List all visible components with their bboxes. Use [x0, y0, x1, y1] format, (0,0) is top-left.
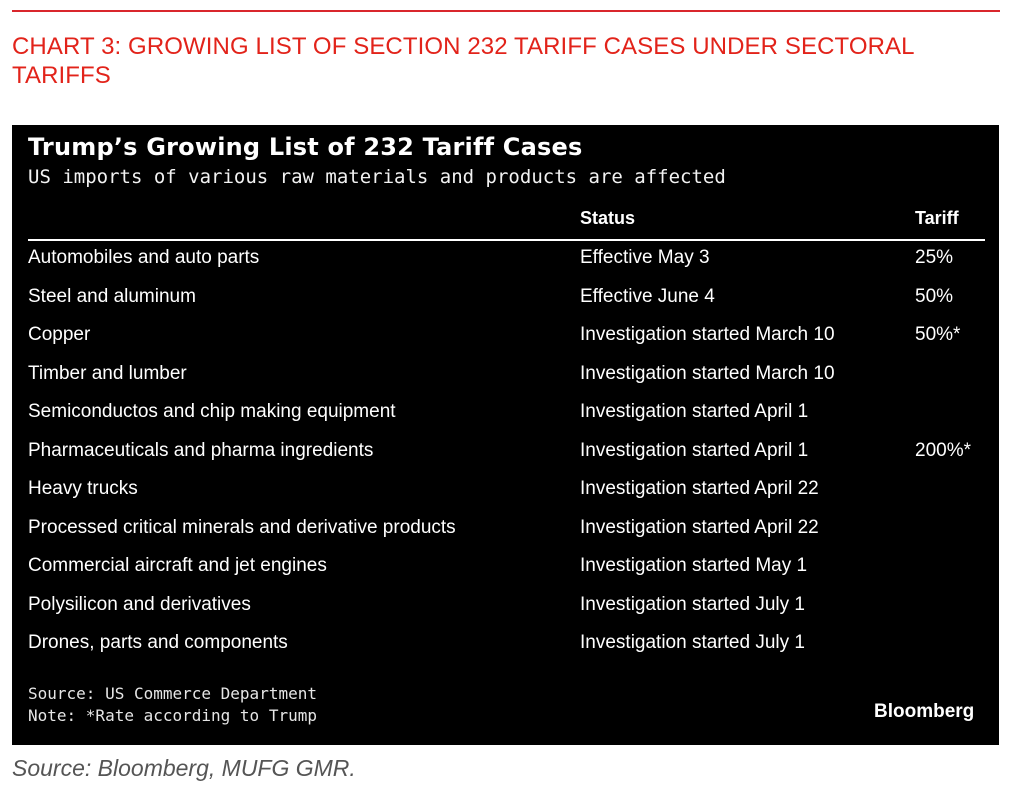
row-status: Investigation started April 22	[580, 516, 819, 538]
bloomberg-logo: Bloomberg	[874, 701, 975, 722]
column-header-status: Status	[580, 208, 636, 228]
table-row: Drones, parts and components Investigatio…	[12, 632, 999, 662]
row-item: Pharmaceuticals and pharma ingredients	[28, 439, 374, 461]
table-row: Semiconductos and chip making equipment I…	[12, 401, 999, 431]
table-row: Polysilicon and derivatives Investigation…	[12, 594, 999, 624]
row-status: Investigation started July 1	[580, 632, 805, 653]
chart-caption: CHART 3: GROWING LIST OF SECTION 232 TAR…	[12, 33, 914, 89]
figure-source: Source: Bloomberg, MUFG GMR.	[12, 755, 356, 781]
source-note: Source: US Commerce Department Note: *Ra…	[28, 683, 317, 727]
row-tariff: 25%	[915, 247, 954, 268]
row-item: Polysilicon and derivatives	[28, 593, 251, 615]
note-line: Note: *Rate according to Trump	[28, 706, 317, 725]
row-status: Effective June 4	[580, 285, 715, 307]
table-row: Copper Investigation started March 10 50%*	[12, 324, 999, 354]
table-row: Pharmaceuticals and pharma ingredients In…	[12, 440, 999, 470]
row-status: Investigation started March 10	[580, 362, 835, 384]
table-row: Processed critical minerals and derivati…	[12, 517, 999, 547]
source-line: Source: US Commerce Department	[28, 684, 317, 703]
row-status: Investigation started May 1	[580, 555, 808, 576]
chart-subtitle: US imports of various raw materials and …	[28, 166, 726, 188]
chart-panel: Trump’s Growing List of 232 Tariff Cases…	[12, 125, 999, 745]
row-status: Investigation started April 1	[580, 439, 809, 461]
row-item: Processed critical minerals and derivati…	[28, 516, 456, 538]
header-rule	[28, 239, 985, 241]
chart-title: Trump’s Growing List of 232 Tariff Cases	[28, 133, 583, 161]
column-header-tariff: Tariff	[915, 208, 959, 228]
row-item: Steel and aluminum	[28, 285, 196, 307]
row-status: Investigation started March 10	[580, 324, 835, 345]
row-status: Investigation started April 22	[580, 478, 819, 499]
row-tariff: 50%	[915, 285, 954, 307]
row-status: Investigation started July 1	[580, 593, 805, 615]
table-row: Automobiles and auto parts Effective May …	[12, 247, 999, 277]
row-item: Copper	[28, 324, 91, 345]
table-row: Timber and lumber Investigation started M…	[12, 363, 999, 393]
row-item: Automobiles and auto parts	[28, 247, 260, 268]
row-item: Semiconductos and chip making equipment	[28, 401, 396, 422]
row-item: Commercial aircraft and jet engines	[28, 555, 327, 576]
row-status: Effective May 3	[580, 247, 710, 268]
row-item: Drones, parts and components	[28, 632, 288, 653]
row-tariff: 200%*	[915, 439, 971, 461]
row-tariff: 50%*	[915, 324, 961, 345]
row-item: Timber and lumber	[28, 362, 187, 384]
table-row: Commercial aircraft and jet engines Inves…	[12, 555, 999, 585]
table-row: Steel and aluminum Effective June 4 50%	[12, 286, 999, 316]
row-item: Heavy trucks	[28, 478, 138, 499]
table-row: Heavy trucks Investigation started April …	[12, 478, 999, 508]
top-divider	[12, 10, 1000, 12]
row-status: Investigation started April 1	[580, 401, 809, 422]
